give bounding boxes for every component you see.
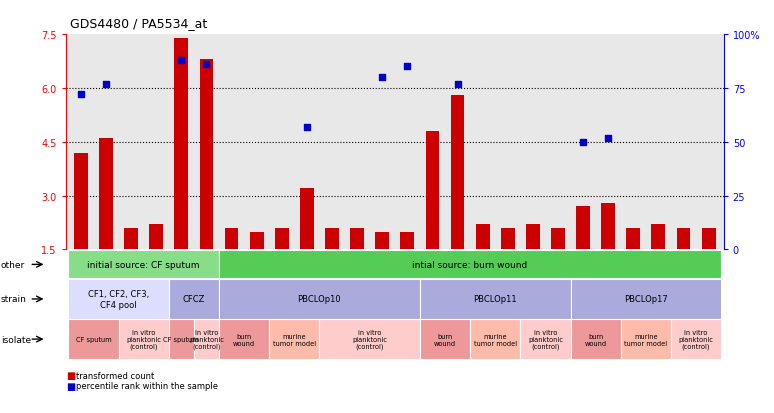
Bar (576, 207, 590, 250)
Point (300, 124, 313, 131)
Bar (149, 225, 163, 250)
Bar (551, 228, 565, 250)
Text: CF sputum: CF sputum (163, 336, 199, 342)
Bar (400, 232, 414, 250)
Text: PBCLOp11: PBCLOp11 (474, 295, 517, 304)
Text: intial source: burn wound: intial source: burn wound (413, 260, 528, 269)
Bar (224, 228, 238, 250)
Text: CFCZ: CFCZ (183, 295, 205, 304)
Bar (476, 225, 489, 250)
Point (401, 64, 413, 71)
Bar (350, 228, 364, 250)
Bar (325, 228, 339, 250)
Point (200, 62, 213, 69)
Text: CF sputum: CF sputum (76, 336, 111, 342)
Bar (702, 228, 715, 250)
Point (100, 81, 112, 88)
Point (602, 135, 615, 142)
Bar (300, 189, 313, 250)
Text: burn
wound: burn wound (584, 333, 607, 346)
Text: in vitro
planktonic
(control): in vitro planktonic (control) (126, 329, 161, 349)
Bar (174, 39, 188, 250)
Text: in vitro
planktonic
(control): in vitro planktonic (control) (679, 329, 714, 349)
Bar (652, 225, 666, 250)
Text: other: other (1, 260, 25, 269)
Text: burn
wound: burn wound (434, 333, 456, 346)
Text: in vitro
planktonic
(control): in vitro planktonic (control) (352, 329, 387, 349)
Point (175, 57, 187, 64)
Text: ■: ■ (66, 381, 75, 391)
Bar (124, 228, 138, 250)
Bar (450, 96, 464, 250)
Text: PBCLOp10: PBCLOp10 (297, 295, 341, 304)
Bar (99, 139, 113, 250)
Bar (275, 228, 289, 250)
Text: initial source: CF sputum: initial source: CF sputum (87, 260, 200, 269)
Text: percentile rank within the sample: percentile rank within the sample (76, 381, 217, 390)
Text: in vitro
planktonic
(control): in vitro planktonic (control) (189, 329, 224, 349)
Text: strain: strain (1, 295, 26, 304)
Point (74, 92, 87, 99)
Bar (626, 228, 640, 250)
Point (577, 139, 589, 146)
Bar (74, 153, 87, 250)
Bar (501, 228, 515, 250)
Text: PBCLOp17: PBCLOp17 (624, 295, 668, 304)
Bar (250, 232, 263, 250)
Bar (526, 225, 539, 250)
Text: CF1, CF2, CF3,
CF4 pool: CF1, CF2, CF3, CF4 pool (88, 290, 149, 309)
Text: burn
wound: burn wound (233, 333, 255, 346)
Text: transformed count: transformed count (76, 371, 154, 380)
Bar (676, 228, 690, 250)
Text: murine
tumor model: murine tumor model (625, 333, 667, 346)
Text: isolate: isolate (1, 335, 31, 344)
Point (451, 81, 464, 88)
Bar (375, 232, 389, 250)
Point (376, 75, 389, 81)
Text: GDS4480 / PA5534_at: GDS4480 / PA5534_at (70, 17, 207, 30)
Bar (601, 203, 615, 250)
Text: murine
tumor model: murine tumor model (272, 333, 316, 346)
Text: murine
tumor model: murine tumor model (474, 333, 517, 346)
Text: ■: ■ (66, 370, 75, 380)
Bar (200, 60, 214, 250)
Bar (426, 132, 440, 250)
Text: in vitro
planktonic
(control): in vitro planktonic (control) (528, 329, 563, 349)
